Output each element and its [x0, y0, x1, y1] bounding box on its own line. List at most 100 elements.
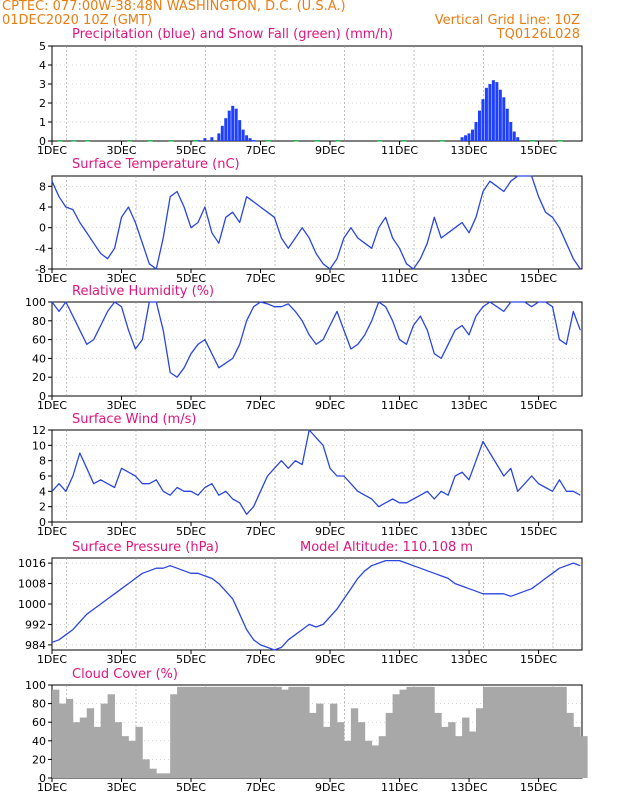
cloud-bar	[52, 689, 60, 778]
x-tick-label: 3DEC	[106, 144, 136, 157]
cloud-bar	[197, 686, 206, 778]
x-tick-label: 13DEC	[450, 525, 487, 538]
snow-bar	[168, 140, 174, 142]
x-tick-label: 13DEC	[450, 781, 487, 794]
snow-bar	[439, 140, 445, 142]
cloud-bar	[434, 712, 442, 778]
y-tick-label: 60	[32, 716, 46, 729]
cloud-bar	[177, 686, 185, 778]
cloud-bar	[448, 722, 456, 778]
precip-bar	[238, 120, 242, 141]
y-tick-label: 20	[32, 753, 46, 766]
y-tick-label: 4	[39, 201, 46, 214]
y-tick-label: 8	[39, 455, 46, 468]
x-tick-label: 11DEC	[381, 399, 418, 412]
x-tick-label: 11DEC	[381, 525, 418, 538]
cloud-bar	[566, 712, 574, 778]
y-tick-label: 80	[32, 315, 46, 328]
snow-bar	[265, 140, 271, 142]
y-tick-label: 1008	[18, 578, 46, 591]
model-altitude-label: Model Altitude: 110.108 m	[300, 540, 473, 555]
cloud-bar	[184, 686, 192, 778]
x-tick-label: 9DEC	[315, 781, 345, 794]
cloud-bar	[156, 773, 164, 778]
precip-bar	[217, 133, 221, 141]
x-tick-label: 1DEC	[37, 525, 67, 538]
cloud-bar	[559, 686, 567, 778]
x-tick-label: 1DEC	[37, 272, 67, 285]
precip-bar	[203, 138, 207, 141]
cloud-bar	[232, 686, 241, 778]
y-tick-label: 1016	[18, 557, 46, 570]
cloud-bar	[524, 686, 533, 778]
x-tick-label: 5DEC	[176, 144, 206, 157]
x-tick-label: 7DEC	[245, 781, 275, 794]
cloud-bar	[392, 694, 400, 778]
precip-bar	[509, 122, 513, 141]
cloud-bar	[253, 686, 261, 778]
snow-bar	[314, 140, 320, 142]
x-tick-label: 7DEC	[245, 399, 275, 412]
cloud-bar	[288, 686, 296, 778]
cloud-bar	[573, 726, 581, 778]
precip-bar	[224, 118, 228, 141]
cloud-bar	[427, 686, 435, 778]
cloud-bar	[281, 689, 289, 778]
cloud-bar	[295, 686, 303, 778]
y-tick-label: 100	[25, 296, 46, 309]
y-tick-label: 992	[25, 618, 46, 631]
snow-bar	[530, 140, 536, 142]
x-tick-label: 13DEC	[450, 272, 487, 285]
cloud-bar	[260, 686, 268, 778]
cloud-bar	[357, 722, 366, 778]
y-tick-label: 0	[39, 516, 46, 529]
precip-bar	[464, 135, 468, 141]
series-line	[51, 429, 581, 515]
cloud-bar	[225, 686, 234, 778]
x-tick-label: 15DEC	[520, 144, 557, 157]
cloud-bar	[420, 686, 428, 778]
wind-panel-title: Surface Wind (m/s)	[72, 412, 196, 427]
precip-bar	[505, 108, 509, 141]
y-tick-label: 984	[25, 639, 46, 652]
model-label: TQ0126L028	[496, 27, 580, 42]
snow-bar	[192, 140, 198, 142]
panel-frame	[51, 301, 583, 397]
station-header: CPTEC: 077:00W-38:48N WASHINGTON, D.C. (…	[2, 0, 346, 14]
cloud-bar	[580, 736, 588, 778]
x-tick-label: 15DEC	[520, 399, 557, 412]
x-tick-label: 15DEC	[520, 653, 557, 666]
x-tick-label: 7DEC	[245, 144, 275, 157]
panel-frame	[51, 175, 583, 270]
y-tick-label: 100	[25, 679, 46, 692]
cloud-panel-title: Cloud Cover (%)	[72, 667, 178, 682]
cloud-bar	[336, 722, 345, 778]
x-tick-label: 3DEC	[106, 781, 136, 794]
x-tick-label: 3DEC	[106, 399, 136, 412]
snow-bar	[57, 140, 63, 142]
cloud-bar	[364, 740, 373, 778]
snow-bar	[147, 140, 153, 142]
x-tick-label: 5DEC	[176, 781, 206, 794]
series-line	[51, 175, 581, 270]
x-tick-label: 9DEC	[315, 272, 345, 285]
cloud-bar	[531, 686, 539, 778]
cloud-bar	[469, 731, 477, 778]
cloud-bar	[128, 740, 136, 778]
cloud-bar	[552, 686, 560, 778]
y-tick-label: 80	[32, 698, 46, 711]
cloud-bar	[496, 686, 505, 778]
x-tick-label: 5DEC	[176, 525, 206, 538]
x-tick-label: 1DEC	[37, 399, 67, 412]
cloud-bar	[413, 686, 421, 778]
cloud-bar	[100, 703, 109, 778]
y-tick-label: 4	[39, 59, 46, 72]
precip-bar	[460, 137, 464, 141]
precip-bar	[234, 108, 238, 141]
x-tick-label: 9DEC	[315, 525, 345, 538]
cloud-bar	[385, 712, 393, 778]
snow-bar	[401, 140, 407, 142]
cloud-bar	[246, 686, 254, 778]
precip-bar	[491, 80, 495, 141]
precip-bar	[481, 99, 485, 141]
